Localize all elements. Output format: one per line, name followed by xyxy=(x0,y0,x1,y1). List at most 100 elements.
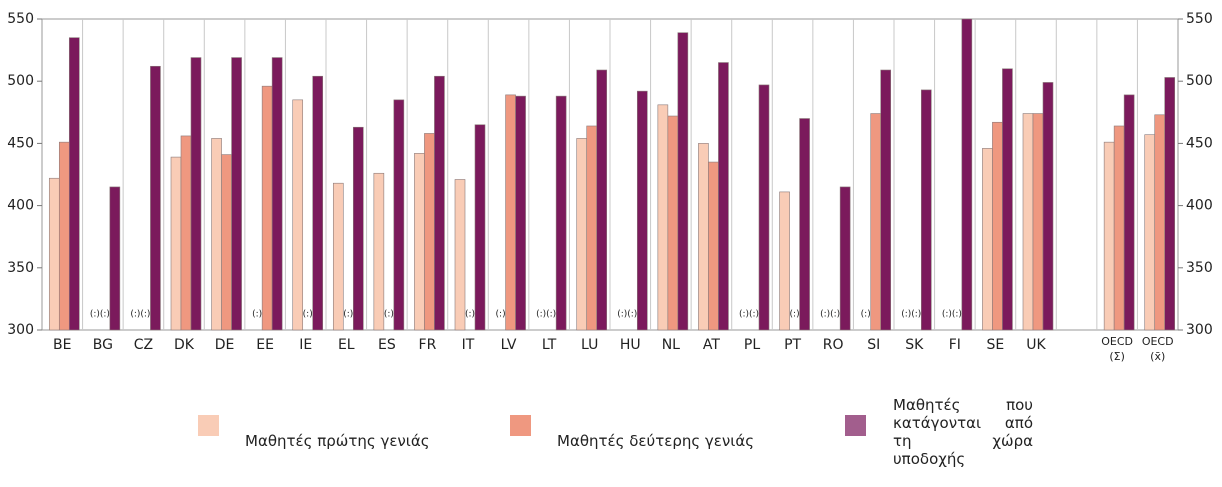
bar xyxy=(454,179,466,331)
x-tick-label: DK xyxy=(174,337,195,353)
y2-tick-label: 450 xyxy=(1186,135,1213,151)
missing-label: (:) xyxy=(627,310,637,320)
x-tick-label-line: (x̄) xyxy=(1150,350,1165,363)
bar xyxy=(1103,141,1115,331)
legend-swatch xyxy=(198,415,219,436)
missing-label: (:) xyxy=(749,310,759,320)
x-tick-label: NL xyxy=(662,337,680,353)
missing-label: (:) xyxy=(942,310,952,320)
missing-label: (:) xyxy=(820,310,830,320)
y-tick-label: 400 xyxy=(7,198,34,214)
missing-label: (:) xyxy=(343,310,353,320)
bar xyxy=(657,104,669,331)
bar xyxy=(474,124,486,331)
bar xyxy=(839,186,851,331)
bar xyxy=(799,118,810,331)
bar xyxy=(667,115,679,331)
x-tick-label: RO xyxy=(823,337,844,353)
y-tick-label: 550 xyxy=(7,11,34,27)
bar xyxy=(708,161,719,331)
missing-label: (:) xyxy=(303,310,313,320)
x-tick-label: SK xyxy=(905,337,924,353)
bar xyxy=(1154,114,1166,331)
bar xyxy=(961,18,973,331)
bar xyxy=(1042,82,1054,331)
bar xyxy=(150,65,161,331)
x-tick-label: IE xyxy=(299,337,312,353)
bar xyxy=(424,133,435,331)
x-tick-label: HU xyxy=(620,337,641,353)
bar xyxy=(758,84,770,331)
bar xyxy=(555,95,567,331)
bar xyxy=(373,172,385,331)
bar xyxy=(1032,113,1044,331)
legend: Μαθητές πρώτης γενιάς Μαθητές δεύτερης γε… xyxy=(0,396,1222,487)
missing-label: (:) xyxy=(952,310,962,320)
bar xyxy=(636,90,648,331)
bar xyxy=(332,182,344,331)
y2-tick-label: 350 xyxy=(1186,260,1213,276)
bar xyxy=(312,75,324,331)
y-tick-label: 500 xyxy=(7,73,34,89)
bar xyxy=(1022,113,1034,331)
x-tick-label: EL xyxy=(338,337,355,353)
missing-label: (:) xyxy=(90,310,100,320)
legend-label: Μαθητές πρώτης γενιάς xyxy=(245,432,430,450)
legend-label: Μαθητές που κατάγονται από τη χώρα υποδο… xyxy=(893,396,1033,468)
y2-tick-label: 550 xyxy=(1186,11,1213,27)
bar xyxy=(982,148,993,331)
missing-label: (:) xyxy=(130,310,140,320)
missing-label: (:) xyxy=(465,310,475,320)
missing-label: (:) xyxy=(830,310,840,320)
bar xyxy=(48,177,60,331)
x-tick-label: FI xyxy=(949,337,961,353)
missing-label: (:) xyxy=(617,310,627,320)
y-tick-label: 450 xyxy=(7,135,34,151)
missing-label: (:) xyxy=(384,310,394,320)
x-tick-label: LU xyxy=(581,337,598,353)
x-tick-label: LV xyxy=(501,337,517,353)
bar xyxy=(677,32,689,331)
x-tick-label: PL xyxy=(744,337,760,353)
bar xyxy=(352,126,364,331)
bar xyxy=(261,85,273,331)
bar xyxy=(880,69,892,331)
bar xyxy=(292,99,304,331)
y-tick-label: 350 xyxy=(7,260,34,276)
bar xyxy=(576,138,588,331)
bar xyxy=(180,135,192,331)
bar xyxy=(393,99,405,331)
bar xyxy=(505,94,516,331)
x-tick-label-line: OECD xyxy=(1101,335,1133,348)
bar xyxy=(109,186,121,331)
bar xyxy=(586,125,598,331)
missing-label: (:) xyxy=(140,310,150,320)
x-tick-label: ES xyxy=(378,337,396,353)
bar xyxy=(58,141,70,331)
x-tick-label-line: OECD xyxy=(1142,335,1174,348)
missing-label: (:) xyxy=(252,310,262,320)
missing-label: (:) xyxy=(100,310,110,320)
missing-label: (:) xyxy=(536,310,546,320)
y2-tick-label: 400 xyxy=(1186,198,1213,214)
x-tick-label: OECD (x̄) xyxy=(1142,335,1174,363)
bar xyxy=(1164,77,1176,331)
bar xyxy=(231,57,242,331)
missing-label: (:) xyxy=(911,310,921,320)
x-tick-label: FR xyxy=(419,337,437,353)
bar xyxy=(779,191,790,331)
chart: 300 350 400 450 500 550 300 350 400 450 500 550 BE BG… xyxy=(7,11,1213,363)
x-tick-label: IT xyxy=(462,337,475,353)
bar xyxy=(1113,125,1125,331)
x-tick-label: BG xyxy=(93,337,113,353)
missing-label: (:) xyxy=(790,310,800,320)
legend-label: Μαθητές δεύτερης γενιάς xyxy=(557,432,755,450)
bar xyxy=(1123,94,1135,331)
bar xyxy=(698,143,709,331)
bar xyxy=(190,57,202,331)
x-tick-label: DE xyxy=(215,337,235,353)
bar xyxy=(170,156,182,331)
x-tick-label: UK xyxy=(1026,337,1046,353)
x-tick-label-line: (Σ) xyxy=(1109,350,1125,363)
x-tick-label: BE xyxy=(53,337,71,353)
